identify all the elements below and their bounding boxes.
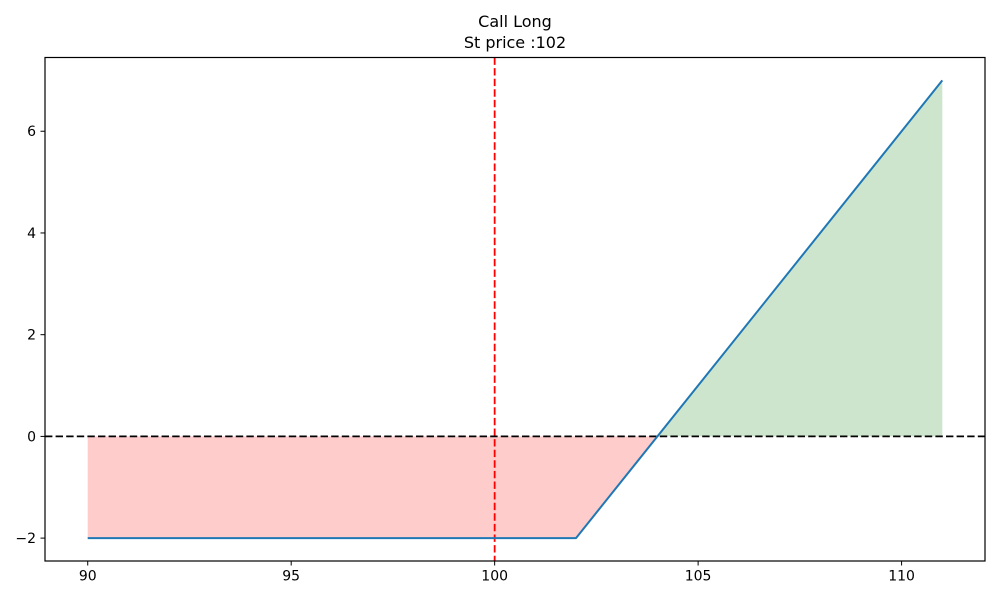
payoff-line [87, 79, 944, 540]
y-tick-label: 0 [27, 429, 36, 445]
x-tick-label: 105 [685, 569, 712, 585]
y-tick-label: −2 [15, 531, 36, 547]
x-tick-label: 90 [79, 569, 97, 585]
y-tick-label: 2 [27, 328, 36, 344]
y-tick-label: 6 [27, 124, 36, 140]
chart-title: Call Long St price :102 [45, 11, 985, 53]
x-tick-label: 100 [481, 569, 508, 585]
chart-title-line1: Call Long [478, 12, 552, 31]
axes-spines [44, 56, 986, 562]
chart-title-line2: St price :102 [463, 33, 567, 52]
loss-region-fill [87, 436, 658, 539]
x-tick-label: 110 [888, 569, 915, 585]
y-tick-label: 4 [27, 226, 36, 242]
x-tick-label: 95 [282, 569, 300, 585]
